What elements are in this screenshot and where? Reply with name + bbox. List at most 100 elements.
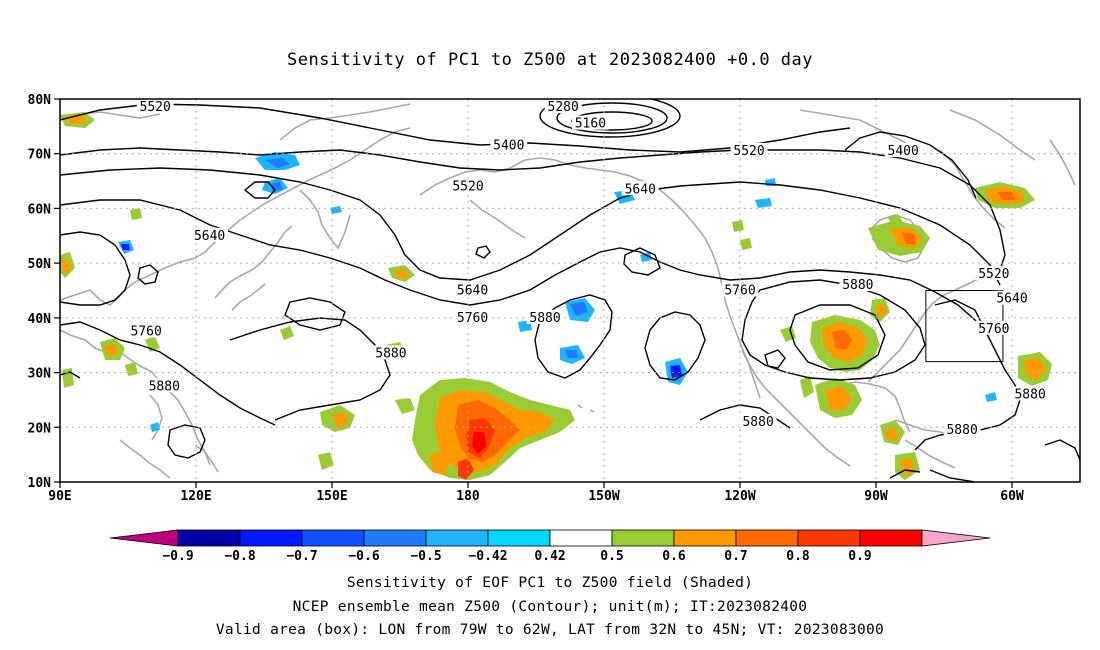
lon-label: 90W [864, 489, 888, 504]
colorbar-label: 0.5 [600, 549, 623, 564]
lat-label: 40N [28, 312, 52, 327]
contour-labels: 5280 5160 5520 5400 5520 5400 5520 5640 5640 5520… [127, 99, 1049, 438]
colorbar-box [611, 529, 675, 547]
contour-label-bg [975, 266, 1013, 281]
colorbar-box [487, 529, 551, 547]
contour-label: 5760 [457, 311, 488, 326]
colorbar-label: 0.7 [724, 549, 747, 564]
caption-valid-area: Valid area (box): LON from 79W to 62W, L… [215, 622, 885, 638]
contour-label-bg [739, 413, 777, 428]
lon-label: 180 [456, 489, 480, 504]
lon-label: 150E [316, 489, 347, 504]
axis-ticks [54, 98, 1013, 488]
contour-label: 5880 [149, 379, 180, 394]
colorbar-label: −0.9 [162, 549, 193, 564]
lon-label: 120W [724, 489, 755, 504]
map-frame [59, 98, 1081, 483]
colorbar-label: −0.5 [410, 549, 441, 564]
contour-label: 5400 [888, 144, 919, 159]
contour-label: 5880 [946, 423, 977, 438]
contour-label: 5640 [194, 229, 225, 244]
colorbar-box [797, 529, 861, 547]
contour-label: 5640 [457, 284, 488, 299]
contour-label-bg [490, 137, 528, 152]
colorbar-box [425, 529, 489, 547]
lon-label: 150W [588, 489, 619, 504]
caption-shading: Sensitivity of EOF PC1 to Z500 field (Sh… [346, 575, 754, 591]
latitude-labels: 80N 70N 60N 50N 40N 30N 20N 10N [28, 93, 52, 491]
colorbar-box [673, 529, 737, 547]
contour-label-bg [730, 142, 768, 157]
z500-contours [60, 99, 1080, 482]
lon-label: 60W [1000, 489, 1024, 504]
figure-title: Sensitivity of PC1 to Z500 at 2023082400… [286, 50, 813, 70]
lat-label: 30N [28, 367, 52, 382]
contour-label-bg [454, 282, 491, 297]
contour-label: 5760 [724, 284, 755, 299]
contour-label: 5760 [978, 322, 1009, 337]
colorbar-box [735, 529, 799, 547]
lat-label: 70N [28, 148, 52, 163]
contour-label-bg [145, 378, 183, 393]
longitude-labels: 90E 120E 150E 180 150W 120W 90W 60W [48, 489, 1024, 504]
lat-label: 10N [28, 476, 52, 491]
colorbar-box [239, 529, 303, 547]
contour-label: 5880 [742, 415, 773, 430]
colorbar-label: −0.42 [468, 549, 507, 564]
colorbar-box [549, 529, 613, 547]
lat-label: 50N [28, 257, 52, 272]
colorbar-label: −0.8 [224, 549, 255, 564]
colorbar-label: 0.9 [848, 549, 871, 564]
contour-label-bg [975, 320, 1013, 335]
colorbar-box [363, 529, 427, 547]
colorbar-box [301, 529, 365, 547]
contour-label: 5640 [625, 182, 656, 197]
sensitivity-shading [60, 112, 1052, 480]
contour-label-bg [372, 345, 410, 360]
contour-label-bg [621, 181, 659, 196]
contour-label-bg [191, 227, 228, 242]
contour-label-bg [454, 309, 491, 324]
colorbar-label: 0.42 [534, 549, 565, 564]
colorbar: −0.9 −0.8 −0.7 −0.6 −0.5 −0.42 0.42 0.5 0.6 0.7 0.… [109, 529, 991, 564]
contour-label-bg [526, 309, 564, 324]
colorbar-box [177, 529, 241, 547]
contour-label-bg [1011, 386, 1049, 401]
contour-label: 5640 [996, 292, 1027, 307]
contour-label: 5520 [733, 144, 764, 159]
lon-label: 90E [48, 489, 71, 504]
contour-label: 5280 [548, 100, 579, 115]
contour-label-bg [721, 282, 759, 297]
lat-label: 20N [28, 421, 52, 436]
contour-label: 5520 [978, 267, 1009, 282]
contour-label: 5400 [493, 139, 524, 154]
contour-label-bg [839, 277, 877, 292]
contour-label: 5520 [140, 100, 171, 115]
contour-label-bg [544, 99, 582, 114]
contour-label: 5520 [452, 180, 483, 195]
colorbar-label: 0.8 [786, 549, 810, 564]
contour-label-bg [993, 290, 1031, 305]
contour-label: 5880 [1014, 387, 1045, 402]
lat-label: 60N [28, 202, 52, 217]
contour-label: 5880 [375, 346, 406, 361]
colorbar-min-triangle [109, 529, 179, 547]
contour-label-bg [136, 99, 174, 114]
contour-label: 5160 [575, 117, 606, 132]
colorbar-label: −0.7 [286, 549, 317, 564]
contour-label: 5880 [529, 311, 560, 326]
contour-label-bg [884, 142, 922, 157]
colorbar-max-triangle [921, 529, 991, 547]
contour-label: 5880 [842, 278, 873, 293]
colorbar-box [859, 529, 923, 547]
contour-label-bg [572, 115, 609, 130]
contour-label-bg [943, 422, 981, 437]
contour-label-bg [127, 323, 165, 338]
colorbar-label: 0.6 [662, 549, 686, 564]
contour-label: 5760 [130, 325, 161, 340]
lat-label: 80N [28, 93, 52, 108]
colorbar-label: −0.6 [348, 549, 379, 564]
caption-contour: NCEP ensemble mean Z500 (Contour); unit(… [292, 599, 808, 615]
lon-label: 120E [180, 489, 211, 504]
